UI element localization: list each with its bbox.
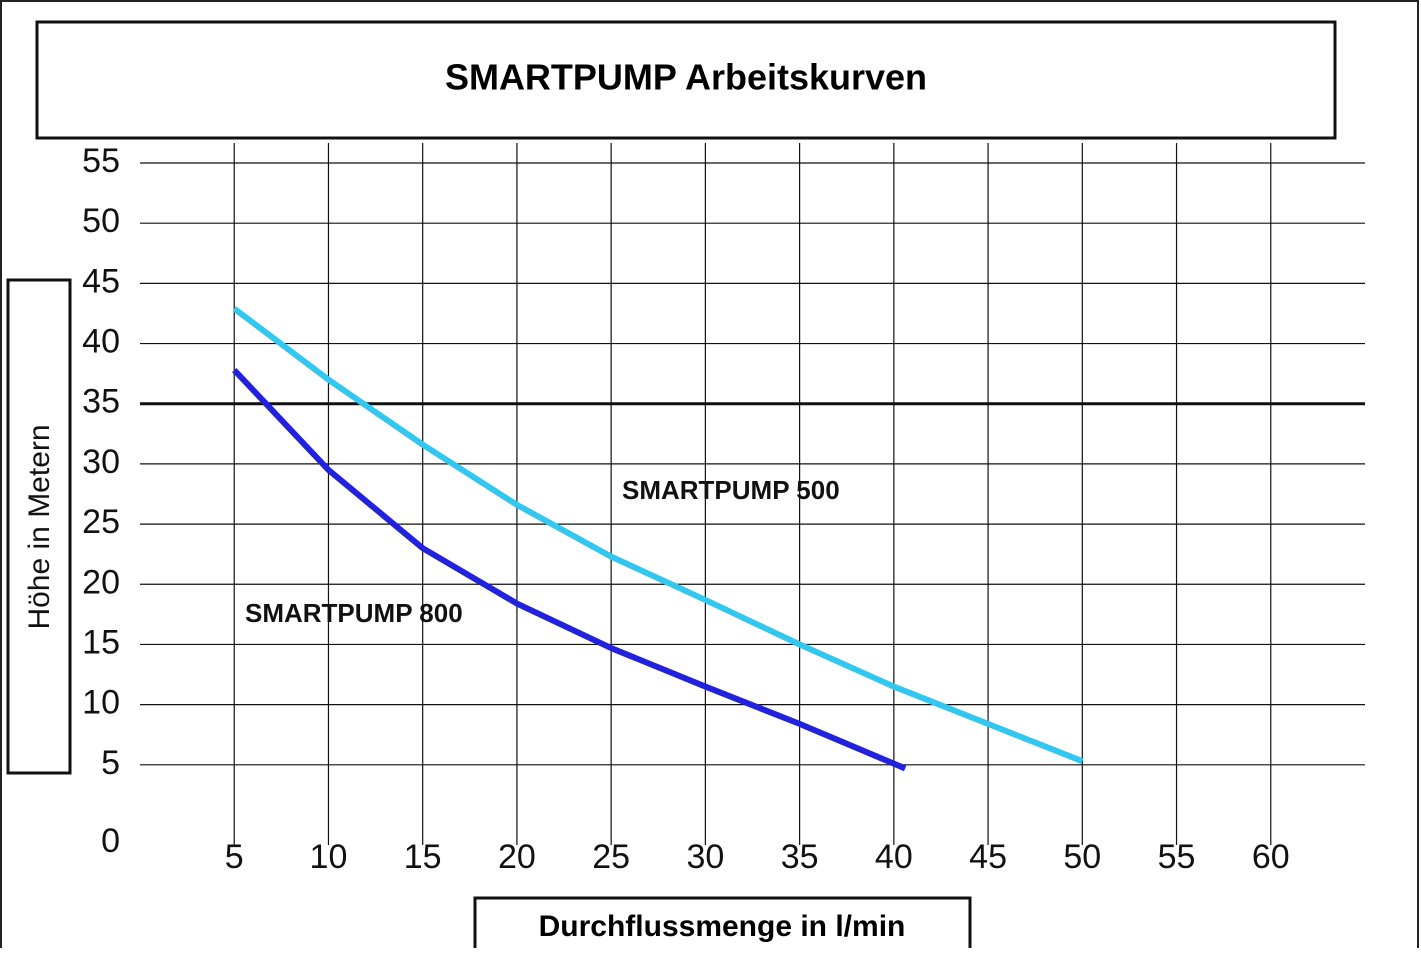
- grid: [140, 143, 1365, 845]
- x-label-box: [473, 896, 972, 953]
- x-tick-label: 25: [592, 838, 630, 876]
- x-tick-label: 55: [1158, 838, 1196, 876]
- x-tick-label: 50: [1063, 838, 1101, 876]
- x-tick-label: 40: [875, 838, 913, 876]
- y-axis-label: Höhe in Metern: [23, 424, 56, 629]
- y-tick-label: 55: [82, 142, 120, 180]
- y-tick-label: 15: [82, 623, 120, 661]
- y-tick-label: 10: [82, 684, 120, 722]
- y-tick-label: 45: [82, 262, 120, 300]
- y-tick-label: 5: [101, 744, 120, 782]
- y-tick-label: 25: [82, 503, 120, 541]
- y-tick-label: 30: [82, 443, 120, 481]
- y-tick-label: 20: [82, 563, 120, 601]
- x-tick-label: 45: [969, 838, 1007, 876]
- x-tick-label: 60: [1252, 838, 1290, 876]
- y-tick-label: 0: [101, 822, 120, 860]
- x-tick-label: 35: [781, 838, 819, 876]
- x-tick-label: 30: [686, 838, 724, 876]
- series-line: [232, 367, 907, 772]
- series-line: [232, 306, 1084, 764]
- series-label: SMARTPUMP 500: [622, 475, 840, 505]
- y-tick-label: 40: [82, 323, 120, 361]
- y-tick-label: 50: [82, 202, 120, 240]
- y-tick-label: 35: [82, 383, 120, 421]
- x-tick-label: 15: [404, 838, 442, 876]
- chart-title: SMARTPUMP Arbeitskurven: [445, 57, 927, 98]
- x-tick-label: 20: [498, 838, 536, 876]
- y-label-box: [6, 278, 72, 775]
- x-axis-label: Durchflussmenge in l/min: [539, 910, 906, 943]
- title-box: [35, 20, 1337, 140]
- x-tick-label: 10: [310, 838, 348, 876]
- x-tick-label: 5: [225, 838, 244, 876]
- series-label: SMARTPUMP 800: [245, 598, 463, 628]
